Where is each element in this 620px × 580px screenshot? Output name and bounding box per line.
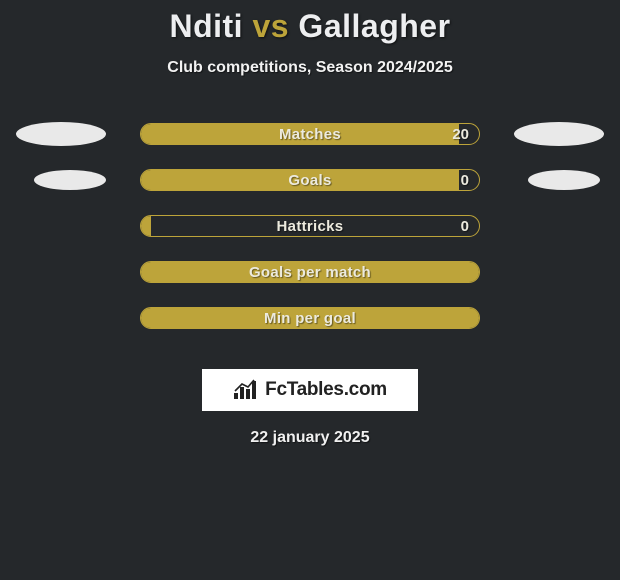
stat-pill: Min per goal xyxy=(140,307,480,329)
stat-row: Hattricks0 xyxy=(0,211,620,257)
stat-label: Min per goal xyxy=(141,308,479,329)
title-vs: vs xyxy=(252,8,289,44)
stat-label: Hattricks xyxy=(141,216,479,237)
stat-pill: Goals0 xyxy=(140,169,480,191)
stat-pill: Matches20 xyxy=(140,123,480,145)
stat-row: Goals per match xyxy=(0,257,620,303)
stat-value: 0 xyxy=(461,170,469,191)
stat-value: 20 xyxy=(452,124,469,145)
stat-row: Matches20 xyxy=(0,119,620,165)
date-text: 22 january 2025 xyxy=(0,429,620,447)
bars-icon xyxy=(233,379,259,401)
stat-pill: Goals per match xyxy=(140,261,480,283)
stat-pill: Hattricks0 xyxy=(140,215,480,237)
title-player2: Gallagher xyxy=(298,8,450,44)
stat-row: Goals0 xyxy=(0,165,620,211)
placeholder-ellipse-right xyxy=(514,122,604,146)
placeholder-ellipse-right xyxy=(528,170,600,190)
subtitle: Club competitions, Season 2024/2025 xyxy=(0,59,620,77)
placeholder-ellipse-left xyxy=(16,122,106,146)
stat-label: Goals xyxy=(141,170,479,191)
stat-value: 0 xyxy=(461,216,469,237)
stat-row: Min per goal xyxy=(0,303,620,349)
branding-box[interactable]: FcTables.com xyxy=(202,369,418,411)
page-title: Nditi vs Gallagher xyxy=(0,0,620,45)
stat-label: Matches xyxy=(141,124,479,145)
branding-text: FcTables.com xyxy=(265,379,387,401)
placeholder-ellipse-left xyxy=(34,170,106,190)
stats-rows: Matches20Goals0Hattricks0Goals per match… xyxy=(0,119,620,349)
title-player1: Nditi xyxy=(169,8,243,44)
stat-label: Goals per match xyxy=(141,262,479,283)
